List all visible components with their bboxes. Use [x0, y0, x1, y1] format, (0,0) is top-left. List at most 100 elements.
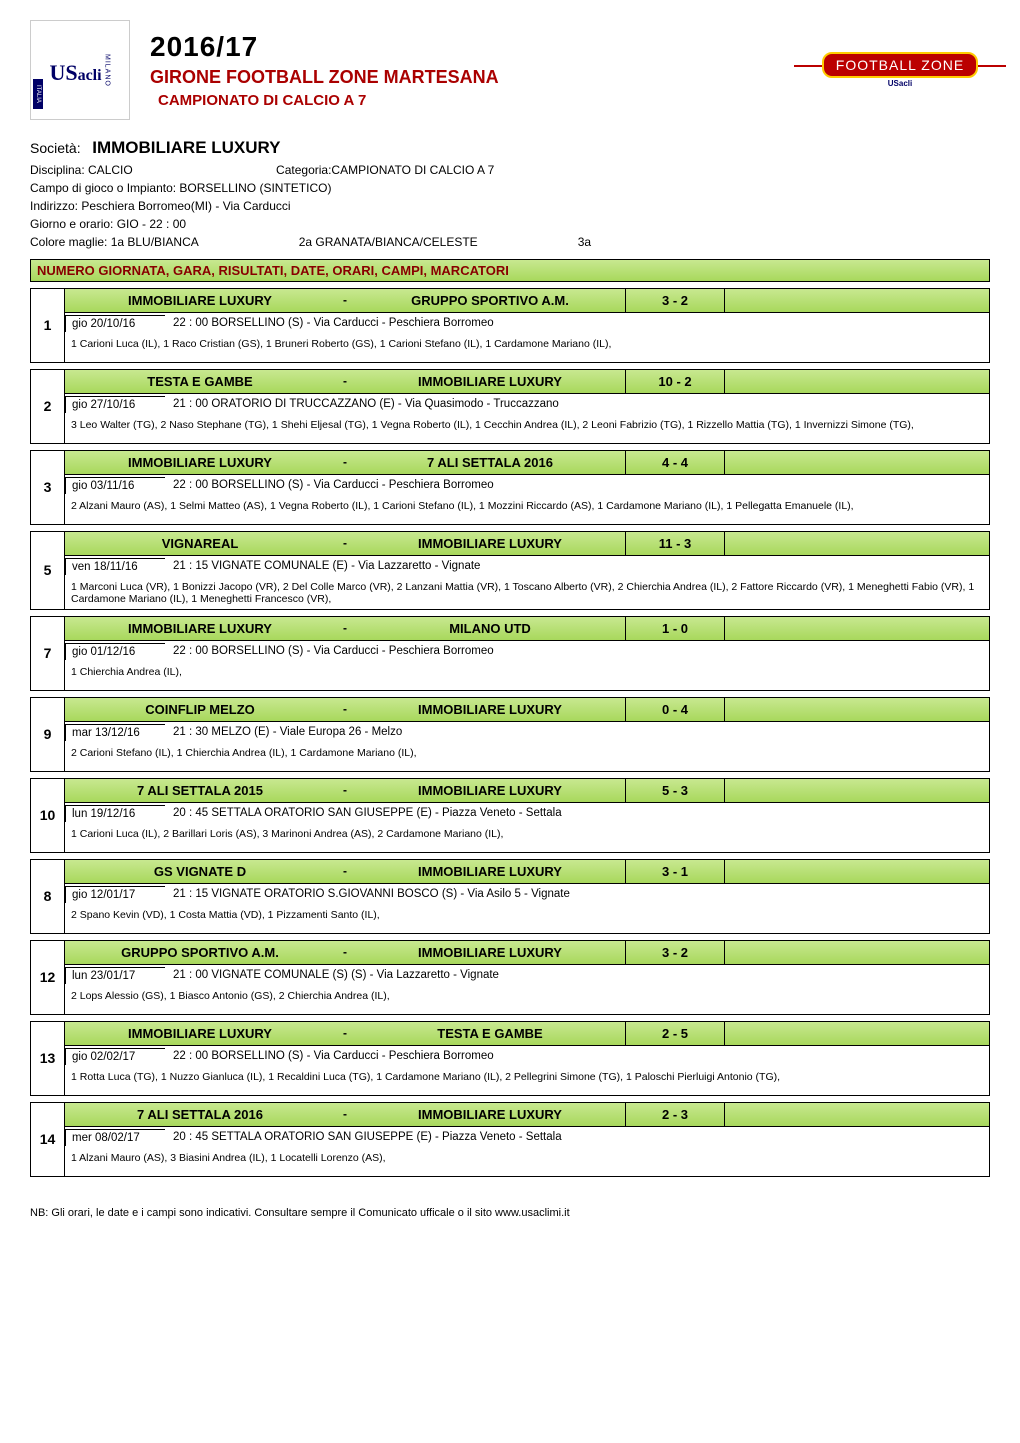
girone-title: GIRONE FOOTBALL ZONE MARTESANA	[150, 67, 810, 88]
score: 1 - 0	[625, 617, 725, 640]
match-scorers: 1 Marconi Luca (VR), 1 Bonizzi Jacopo (V…	[65, 577, 989, 609]
match-header-row: VIGNAREAL - IMMOBILIARE LUXURY 11 - 3	[65, 532, 989, 556]
match-header-row: IMMOBILIARE LUXURY - 7 ALI SETTALA 2016 …	[65, 451, 989, 475]
match-date: gio 20/10/16	[65, 315, 165, 332]
match-row: 3 IMMOBILIARE LUXURY - 7 ALI SETTALA 201…	[30, 450, 990, 525]
colore1: Colore maglie: 1a BLU/BIANCA	[30, 233, 199, 251]
match-number: 13	[31, 1022, 65, 1095]
match-number: 9	[31, 698, 65, 771]
match-venue-row: lun 19/12/16 20 : 45 SETTALA ORATORIO SA…	[65, 803, 989, 824]
team-away: IMMOBILIARE LUXURY	[355, 860, 625, 883]
team-home: VIGNAREAL	[65, 532, 335, 555]
match-venue-row: gio 02/02/17 22 : 00 BORSELLINO (S) - Vi…	[65, 1046, 989, 1067]
match-header-row: GRUPPO SPORTIVO A.M. - IMMOBILIARE LUXUR…	[65, 941, 989, 965]
team-info-block: Società: IMMOBILIARE LUXURY Disciplina: …	[30, 135, 990, 251]
match-header-row: 7 ALI SETTALA 2016 - IMMOBILIARE LUXURY …	[65, 1103, 989, 1127]
team-home: TESTA E GAMBE	[65, 370, 335, 393]
match-body: IMMOBILIARE LUXURY - GRUPPO SPORTIVO A.M…	[65, 289, 989, 362]
fz-logo-sub: USacli	[888, 79, 912, 88]
team-home: 7 ALI SETTALA 2016	[65, 1103, 335, 1126]
team-home: IMMOBILIARE LUXURY	[65, 289, 335, 312]
usacli-logo: ITALIA USacli MILANO	[30, 20, 130, 120]
score: 0 - 4	[625, 698, 725, 721]
match-venue-row: gio 03/11/16 22 : 00 BORSELLINO (S) - Vi…	[65, 475, 989, 496]
match-header-row: GS VIGNATE D - IMMOBILIARE LUXURY 3 - 1	[65, 860, 989, 884]
match-date: gio 02/02/17	[65, 1048, 165, 1065]
disciplina-row: Disciplina: CALCIO Categoria:CAMPIONATO …	[30, 161, 990, 179]
dash: -	[335, 621, 355, 635]
match-scorers: 2 Carioni Stefano (IL), 1 Chierchia Andr…	[65, 743, 989, 771]
match-body: TESTA E GAMBE - IMMOBILIARE LUXURY 10 - …	[65, 370, 989, 443]
dash: -	[335, 536, 355, 550]
match-body: GRUPPO SPORTIVO A.M. - IMMOBILIARE LUXUR…	[65, 941, 989, 1014]
match-header-row: IMMOBILIARE LUXURY - MILANO UTD 1 - 0	[65, 617, 989, 641]
score: 3 - 2	[625, 289, 725, 312]
match-date: lun 19/12/16	[65, 805, 165, 822]
match-date: gio 03/11/16	[65, 477, 165, 494]
match-venue-row: mar 13/12/16 21 : 30 MELZO (E) - Viale E…	[65, 722, 989, 743]
match-body: 7 ALI SETTALA 2015 - IMMOBILIARE LUXURY …	[65, 779, 989, 852]
giorno-row: Giorno e orario: GIO - 22 : 00	[30, 215, 990, 233]
match-scorers: 3 Leo Walter (TG), 2 Naso Stephane (TG),…	[65, 415, 989, 443]
match-row: 1 IMMOBILIARE LUXURY - GRUPPO SPORTIVO A…	[30, 288, 990, 363]
acli-text: USacli	[49, 60, 101, 86]
match-row: 10 7 ALI SETTALA 2015 - IMMOBILIARE LUXU…	[30, 778, 990, 853]
societa-label: Società:	[30, 140, 81, 156]
match-number: 14	[31, 1103, 65, 1176]
match-row: 12 GRUPPO SPORTIVO A.M. - IMMOBILIARE LU…	[30, 940, 990, 1015]
team-away: IMMOBILIARE LUXURY	[355, 1103, 625, 1126]
campionato-title: CAMPIONATO DI CALCIO A 7	[158, 92, 810, 109]
italia-tab: ITALIA	[33, 79, 43, 109]
match-row: 8 GS VIGNATE D - IMMOBILIARE LUXURY 3 - …	[30, 859, 990, 934]
dash: -	[335, 455, 355, 469]
match-date: mar 13/12/16	[65, 724, 165, 741]
match-row: 13 IMMOBILIARE LUXURY - TESTA E GAMBE 2 …	[30, 1021, 990, 1096]
campo-row: Campo di gioco o Impianto: BORSELLINO (S…	[30, 179, 990, 197]
match-body: IMMOBILIARE LUXURY - 7 ALI SETTALA 2016 …	[65, 451, 989, 524]
match-scorers: 2 Spano Kevin (VD), 1 Costa Mattia (VD),…	[65, 905, 989, 933]
team-away: IMMOBILIARE LUXURY	[355, 698, 625, 721]
disciplina-label: Disciplina: CALCIO	[30, 163, 133, 177]
team-away: IMMOBILIARE LUXURY	[355, 941, 625, 964]
match-body: VIGNAREAL - IMMOBILIARE LUXURY 11 - 3 ve…	[65, 532, 989, 609]
societa-row: Società: IMMOBILIARE LUXURY	[30, 135, 990, 161]
match-date: gio 27/10/16	[65, 396, 165, 413]
match-header-row: IMMOBILIARE LUXURY - TESTA E GAMBE 2 - 5	[65, 1022, 989, 1046]
match-venue: 22 : 00 BORSELLINO (S) - Via Carducci - …	[165, 1048, 989, 1065]
season-title: 2016/17	[150, 31, 810, 63]
match-venue: 21 : 30 MELZO (E) - Viale Europa 26 - Me…	[165, 724, 989, 741]
match-header-row: 7 ALI SETTALA 2015 - IMMOBILIARE LUXURY …	[65, 779, 989, 803]
score: 4 - 4	[625, 451, 725, 474]
match-date: mer 08/02/17	[65, 1129, 165, 1146]
categoria: Categoria:CAMPIONATO DI CALCIO A 7	[276, 163, 494, 177]
score: 3 - 2	[625, 941, 725, 964]
match-body: 7 ALI SETTALA 2016 - IMMOBILIARE LUXURY …	[65, 1103, 989, 1176]
match-body: IMMOBILIARE LUXURY - TESTA E GAMBE 2 - 5…	[65, 1022, 989, 1095]
match-row: 2 TESTA E GAMBE - IMMOBILIARE LUXURY 10 …	[30, 369, 990, 444]
match-header-row: IMMOBILIARE LUXURY - GRUPPO SPORTIVO A.M…	[65, 289, 989, 313]
match-scorers: 1 Chierchia Andrea (IL),	[65, 662, 989, 690]
match-date: ven 18/11/16	[65, 558, 165, 575]
milano-text: MILANO	[104, 54, 111, 87]
dash: -	[335, 702, 355, 716]
match-row: 9 COINFLIP MELZO - IMMOBILIARE LUXURY 0 …	[30, 697, 990, 772]
match-venue-row: gio 01/12/16 22 : 00 BORSELLINO (S) - Vi…	[65, 641, 989, 662]
team-home: COINFLIP MELZO	[65, 698, 335, 721]
dash: -	[335, 293, 355, 307]
match-venue-row: ven 18/11/16 21 : 15 VIGNATE COMUNALE (E…	[65, 556, 989, 577]
dash: -	[335, 783, 355, 797]
match-row: 5 VIGNAREAL - IMMOBILIARE LUXURY 11 - 3 …	[30, 531, 990, 610]
matches-list: 1 IMMOBILIARE LUXURY - GRUPPO SPORTIVO A…	[30, 288, 990, 1177]
match-header-row: TESTA E GAMBE - IMMOBILIARE LUXURY 10 - …	[65, 370, 989, 394]
score: 5 - 3	[625, 779, 725, 802]
score: 2 - 5	[625, 1022, 725, 1045]
dash: -	[335, 945, 355, 959]
match-number: 2	[31, 370, 65, 443]
match-scorers: 1 Alzani Mauro (AS), 3 Biasini Andrea (I…	[65, 1148, 989, 1176]
match-body: GS VIGNATE D - IMMOBILIARE LUXURY 3 - 1 …	[65, 860, 989, 933]
match-venue: 21 : 15 VIGNATE ORATORIO S.GIOVANNI BOSC…	[165, 886, 989, 903]
dash: -	[335, 374, 355, 388]
match-venue: 20 : 45 SETTALA ORATORIO SAN GIUSEPPE (E…	[165, 805, 989, 822]
dash: -	[335, 1026, 355, 1040]
team-away: MILANO UTD	[355, 617, 625, 640]
